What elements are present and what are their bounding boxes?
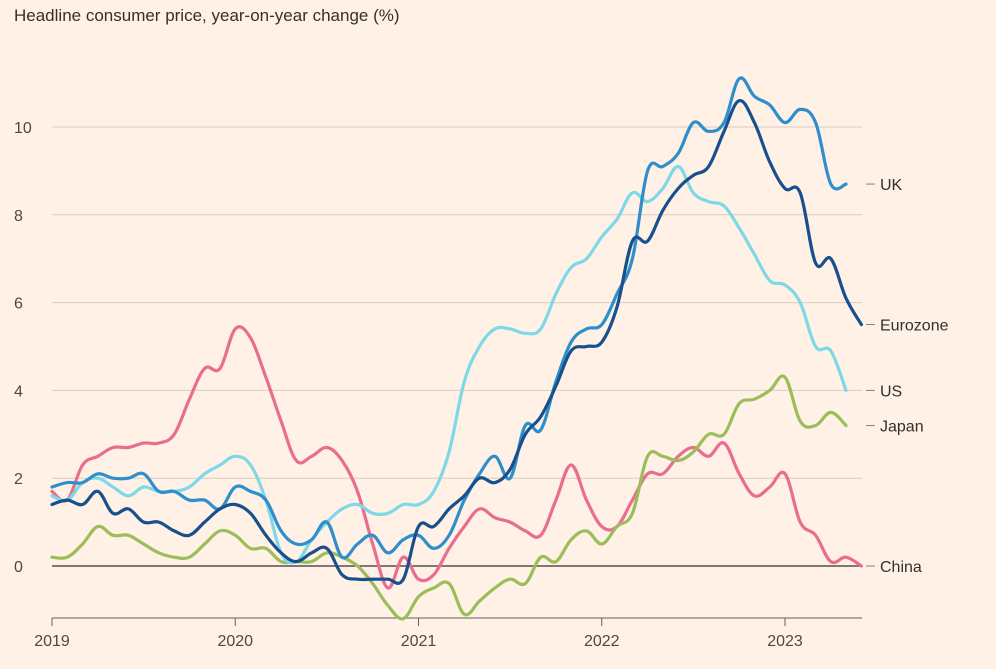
- y-axis-tick-labels: 0 2 4 6 8 10: [14, 120, 32, 576]
- x-tick-label: 2023: [767, 633, 803, 650]
- y-tick-label: 2: [14, 471, 23, 488]
- series-line-us: [50, 164, 848, 565]
- y-tick-label: 8: [14, 208, 23, 225]
- series-line-japan: [50, 374, 848, 621]
- series-label-china: China: [880, 559, 922, 576]
- x-tick-label: 2020: [217, 633, 253, 650]
- y-tick-label: 0: [14, 559, 23, 576]
- chart-title: Headline consumer price, year-on-year ch…: [14, 6, 400, 25]
- series-end-labels: UK Eurozone US Japan China: [866, 177, 949, 576]
- series-label-uk: UK: [880, 177, 903, 194]
- gridlines: [52, 126, 862, 567]
- series-label-japan: Japan: [880, 419, 924, 436]
- x-tick-label: 2022: [584, 633, 620, 650]
- x-tick-label: 2019: [34, 633, 70, 650]
- series-line-uk: [50, 76, 848, 560]
- series-line-eurozone: [50, 99, 863, 585]
- series-label-us: US: [880, 383, 902, 400]
- x-tick-label: 2021: [401, 633, 437, 650]
- y-tick-label: 10: [14, 120, 32, 137]
- series-label-eurozone: Eurozone: [880, 318, 949, 335]
- y-tick-label: 6: [14, 296, 23, 313]
- y-tick-label: 4: [14, 383, 23, 400]
- series-lines: [50, 76, 863, 621]
- series-line-china: [50, 325, 863, 590]
- x-axis: 2019 2020 2021 2022 2023: [34, 617, 862, 650]
